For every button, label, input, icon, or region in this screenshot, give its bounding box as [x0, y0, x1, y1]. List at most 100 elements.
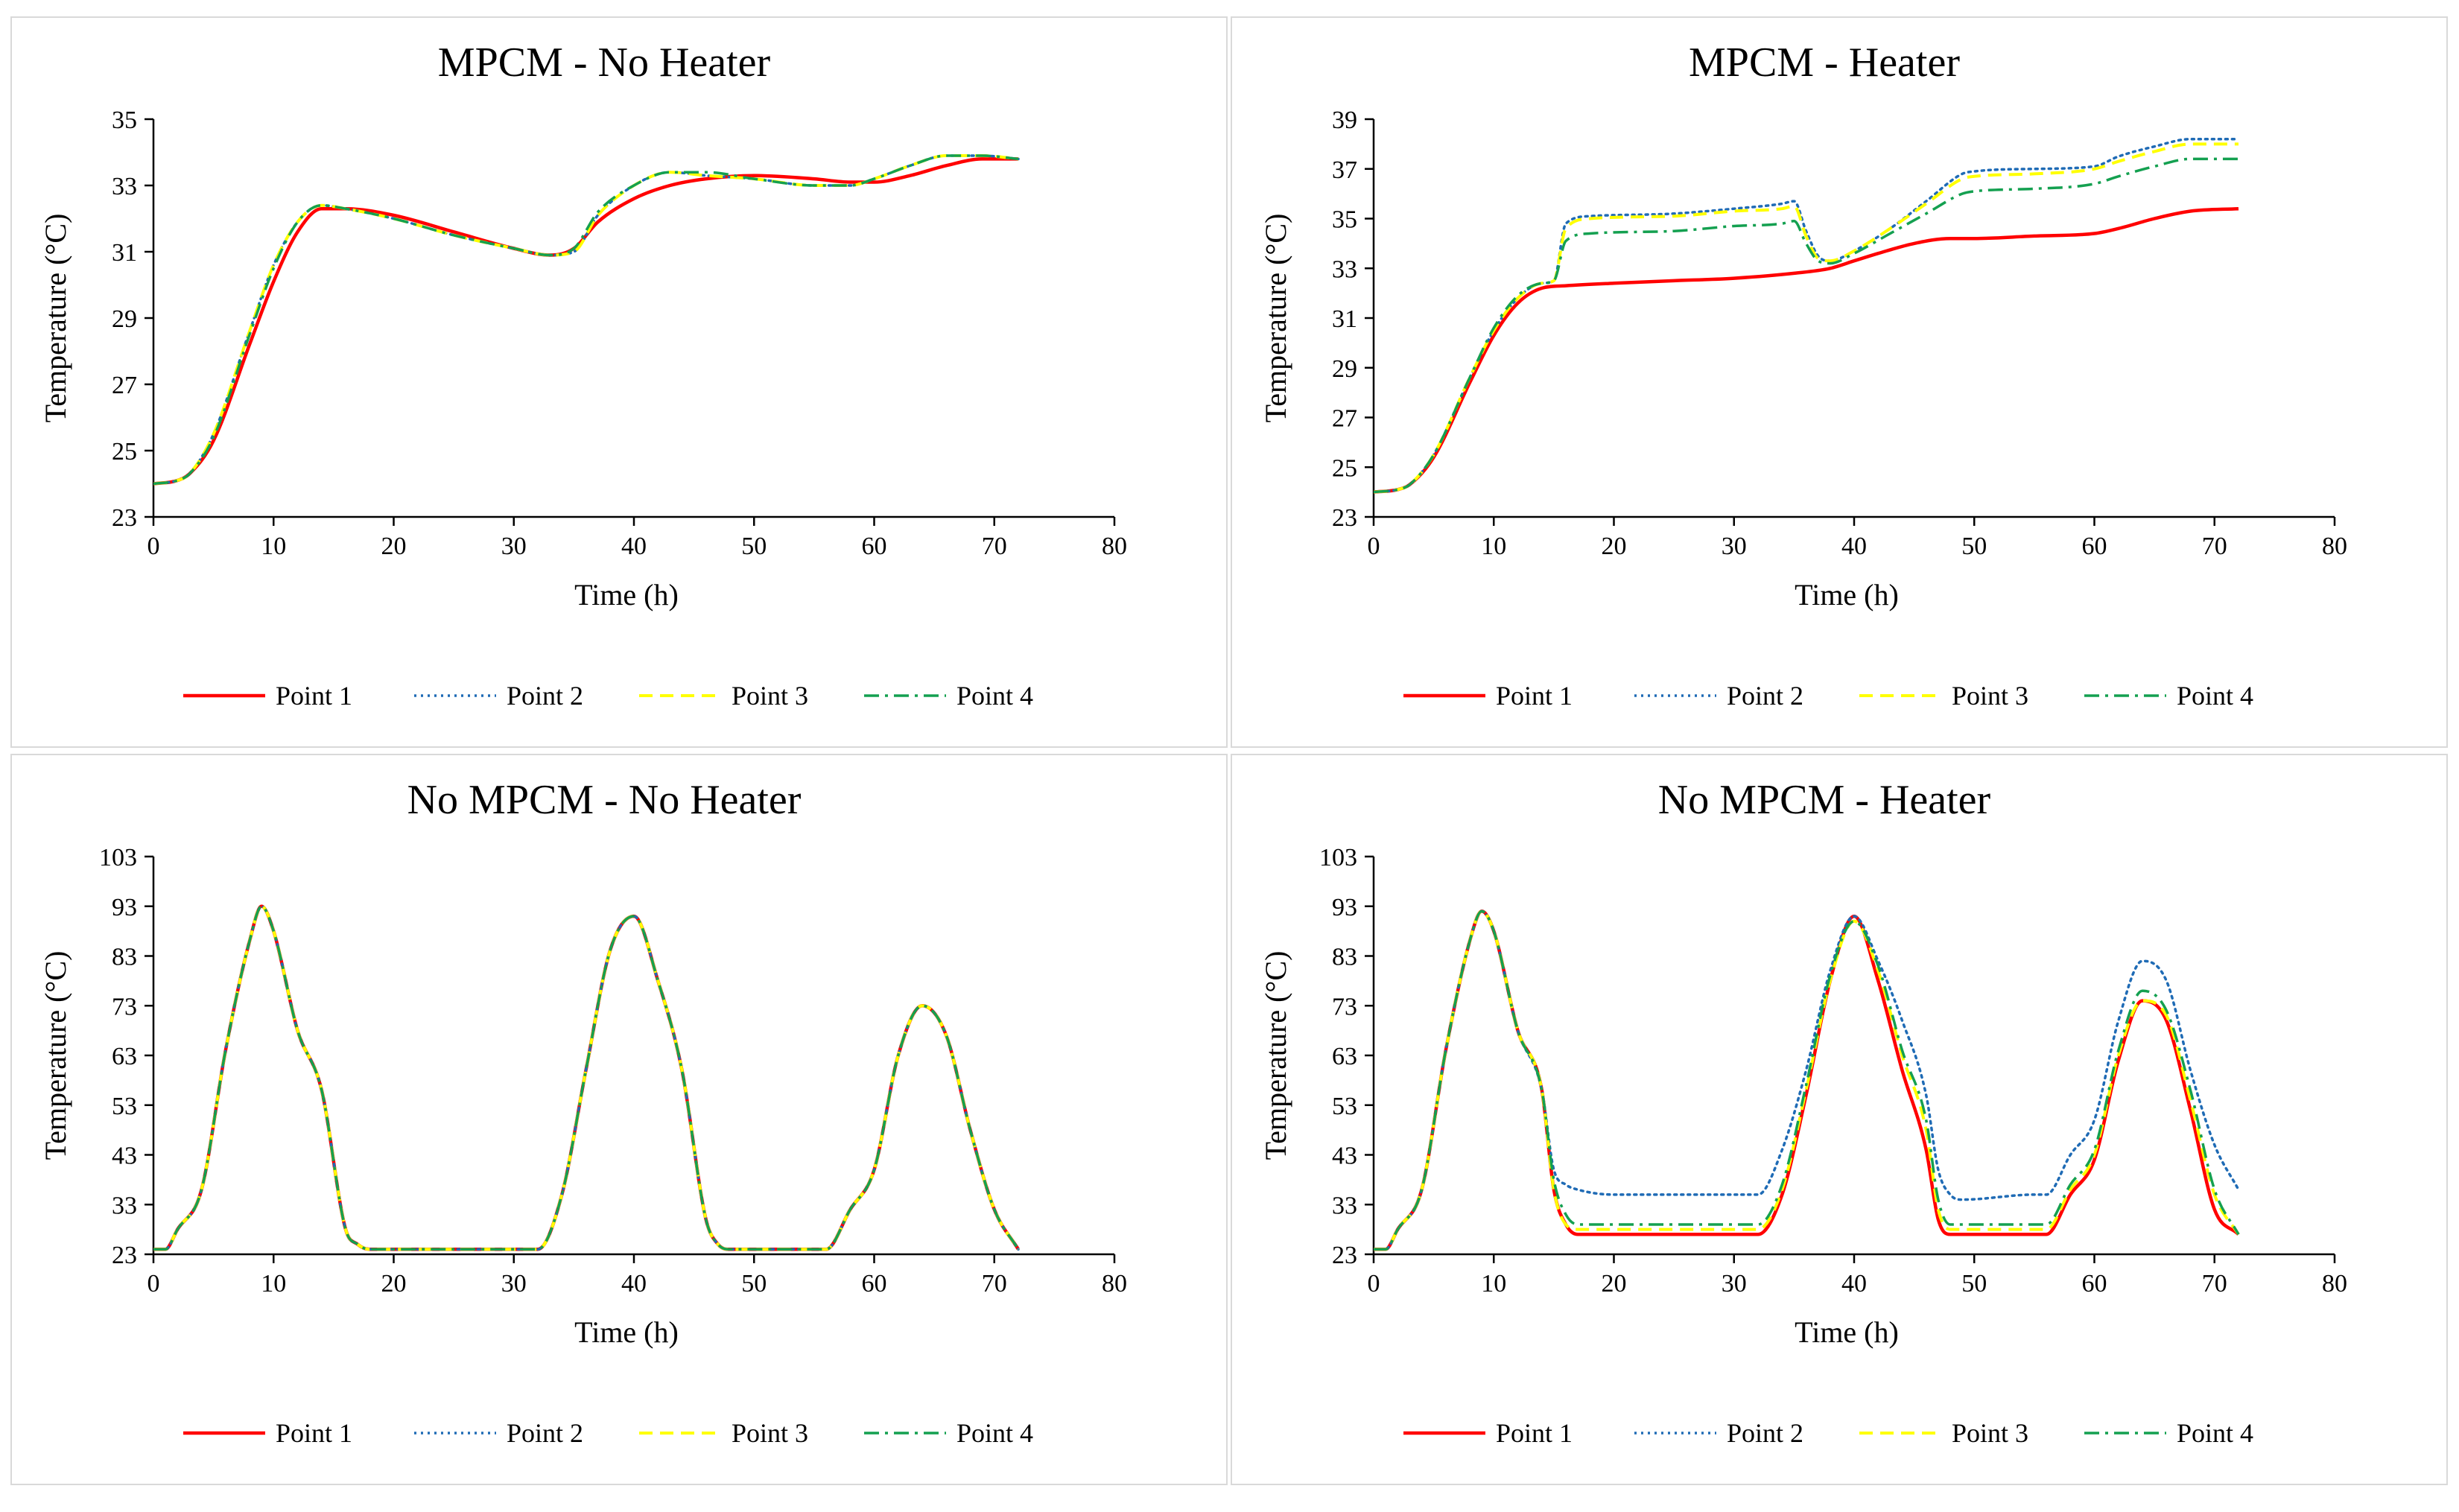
- y-tick-label: 103: [99, 844, 137, 871]
- series-line-point-3: [1374, 142, 2239, 494]
- y-tick-label: 39: [1332, 107, 1357, 134]
- y-axis-label: Temperature (°C): [1259, 214, 1292, 423]
- y-tick-label: 29: [1332, 355, 1357, 383]
- y-tick-label: 63: [1332, 1043, 1357, 1070]
- y-tick-label: 35: [1332, 206, 1357, 234]
- legend-label-point-4: Point 4: [2177, 681, 2253, 711]
- chart-title: MPCM - Heater: [1689, 39, 1960, 86]
- x-tick-label: 70: [2202, 1270, 2227, 1297]
- x-tick-label: 40: [621, 533, 647, 560]
- chart-svg: MPCM - No Heater 23 25 27 29 31 33 35 0 10 20 30 40 5…: [39, 39, 1127, 711]
- x-tick-label: 50: [741, 533, 767, 560]
- x-tick-label: 80: [1102, 1270, 1127, 1297]
- legend-label-point-1: Point 1: [276, 1418, 352, 1448]
- y-tick-label: 25: [112, 438, 137, 466]
- y-axis-label: Temperature (°C): [1259, 951, 1292, 1160]
- x-tick-label: 10: [1481, 1270, 1506, 1297]
- x-tick-label: 60: [862, 1270, 887, 1297]
- legend-label-point-2: Point 2: [1727, 1418, 1803, 1448]
- series-line-point-3: [1374, 909, 2240, 1251]
- series-line-point-4: [1374, 157, 2239, 494]
- series-line-point-4: [153, 905, 1020, 1251]
- chart-title: No MPCM - Heater: [1658, 777, 1991, 823]
- y-tick-label: 23: [112, 504, 137, 532]
- y-tick-label: 29: [112, 305, 137, 333]
- y-tick-label: 23: [1332, 1242, 1357, 1269]
- legend-label-point-3: Point 3: [1952, 681, 2028, 711]
- y-tick-label: 43: [1332, 1143, 1357, 1170]
- y-tick-label: 103: [1319, 844, 1357, 871]
- x-tick-label: 10: [1481, 533, 1506, 560]
- y-tick-label: 33: [1332, 255, 1357, 283]
- legend-label-point-2: Point 2: [507, 1418, 583, 1448]
- series-group: [1374, 137, 2240, 494]
- legend-label-point-1: Point 1: [1496, 681, 1573, 711]
- x-tick-label: 60: [862, 533, 887, 560]
- x-axis-label: Time (h): [574, 1315, 679, 1349]
- x-tick-label: 70: [2202, 533, 2227, 560]
- x-tick-label: 30: [1722, 1270, 1747, 1297]
- x-axis-label: Time (h): [1795, 578, 1899, 612]
- x-tick-label: 70: [982, 1270, 1007, 1297]
- legend-label-point-3: Point 3: [732, 1418, 808, 1448]
- legend-label-point-3: Point 3: [1952, 1418, 2028, 1448]
- y-tick-label: 53: [112, 1093, 137, 1120]
- chart-panel-mpcm-heater: MPCM - Heater 23 25 27 29 31 33 35 37 39 0 10 20 30 40…: [1231, 16, 2448, 748]
- series-line-point-1: [153, 157, 1018, 486]
- y-tick-label: 33: [1332, 1192, 1357, 1219]
- x-tick-label: 0: [147, 533, 160, 560]
- x-tick-label: 20: [381, 1270, 407, 1297]
- series-line-point-3: [153, 904, 1020, 1251]
- y-tick-label: 27: [1332, 405, 1357, 433]
- y-axis-label: Temperature (°C): [39, 214, 72, 423]
- x-tick-label: 50: [1961, 533, 1987, 560]
- y-axis-label: Temperature (°C): [39, 951, 72, 1160]
- x-tick-label: 50: [741, 1270, 767, 1297]
- y-tick-label: 83: [1332, 944, 1357, 971]
- y-tick-label: 43: [112, 1143, 137, 1170]
- series-line-point-1: [1374, 206, 2239, 494]
- y-tick-label: 23: [112, 1242, 137, 1269]
- y-tick-label: 83: [112, 944, 137, 971]
- series-group: [153, 154, 1020, 486]
- series-line-point-4: [1374, 909, 2240, 1251]
- series-group: [1374, 909, 2240, 1251]
- x-axis-label: Time (h): [574, 578, 679, 612]
- legend-label-point-2: Point 2: [1727, 681, 1803, 711]
- legend-label-point-4: Point 4: [956, 681, 1033, 711]
- y-tick-label: 93: [112, 894, 137, 921]
- y-tick-label: 23: [1332, 504, 1357, 532]
- legend-label-point-4: Point 4: [956, 1418, 1033, 1448]
- x-axis-label: Time (h): [1795, 1315, 1899, 1349]
- x-tick-label: 60: [2082, 533, 2107, 560]
- y-tick-label: 35: [112, 107, 137, 134]
- x-tick-label: 60: [2082, 1270, 2107, 1297]
- x-tick-label: 20: [381, 533, 407, 560]
- chart-panel-mpcm-no-heater: MPCM - No Heater 23 25 27 29 31 33 35 0 10 20 30 40 5…: [10, 16, 1228, 748]
- legend-label-point-4: Point 4: [2177, 1418, 2253, 1448]
- y-tick-label: 73: [112, 993, 137, 1020]
- x-tick-label: 10: [261, 533, 286, 560]
- series-line-point-3: [153, 154, 1019, 486]
- x-tick-label: 0: [1368, 533, 1380, 560]
- y-tick-label: 31: [1332, 305, 1357, 333]
- y-tick-label: 33: [112, 173, 137, 200]
- chart-svg: MPCM - Heater 23 25 27 29 31 33 35 37 39 0 10 20 30 40…: [1259, 39, 2347, 711]
- x-tick-label: 20: [1602, 533, 1627, 560]
- x-tick-label: 80: [1102, 533, 1127, 560]
- chart-title: No MPCM - No Heater: [407, 777, 802, 823]
- y-tick-label: 93: [1332, 894, 1357, 921]
- y-tick-label: 53: [1332, 1093, 1357, 1120]
- series-line-point-4: [153, 154, 1019, 486]
- x-tick-label: 50: [1961, 1270, 1987, 1297]
- y-tick-label: 27: [112, 372, 137, 399]
- x-tick-label: 0: [147, 1270, 160, 1297]
- legend-label-point-1: Point 1: [276, 681, 352, 711]
- series-line-point-2: [1374, 137, 2240, 494]
- chart-title: MPCM - No Heater: [438, 39, 771, 86]
- y-tick-label: 31: [112, 239, 137, 267]
- x-tick-label: 80: [2322, 533, 2347, 560]
- x-tick-label: 30: [501, 533, 527, 560]
